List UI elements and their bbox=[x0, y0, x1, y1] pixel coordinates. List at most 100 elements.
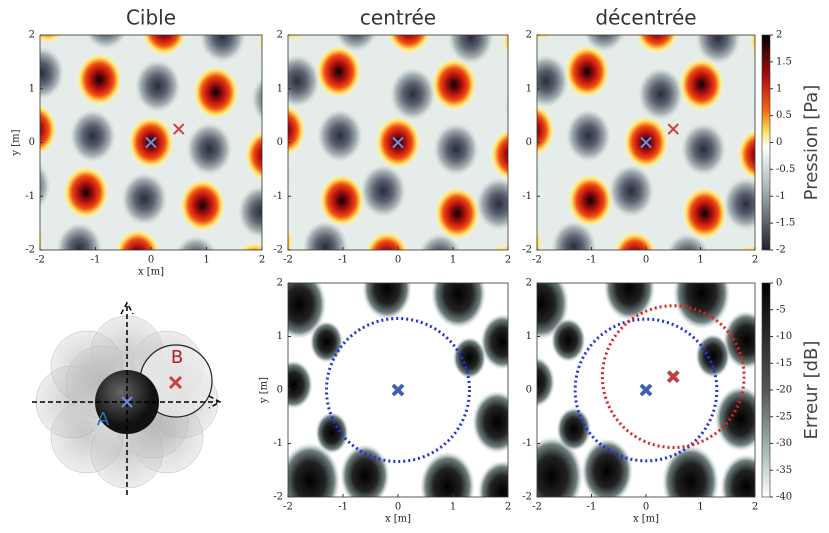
pressure-min bbox=[433, 122, 479, 176]
colorbar-tick-label: 0.5 bbox=[776, 110, 792, 121]
x-tick-label: 0 bbox=[395, 502, 401, 513]
y-tick-label: 0 bbox=[526, 137, 532, 148]
x-tick-label: 0 bbox=[148, 255, 154, 266]
x-tick-label: 2 bbox=[505, 502, 511, 513]
pressure-min bbox=[551, 220, 597, 274]
colorbar-tick-label: -30 bbox=[776, 438, 792, 449]
pressure-max bbox=[679, 58, 725, 112]
pressure-min bbox=[638, 67, 684, 121]
pressure-max bbox=[260, 103, 306, 157]
error-region bbox=[515, 357, 555, 408]
pressure-min bbox=[218, 0, 264, 40]
x-tick-label: 0 bbox=[395, 255, 401, 266]
colorbar-tick-label: 0 bbox=[776, 278, 782, 289]
error-region bbox=[715, 386, 767, 452]
colorbar-tick-label: -25 bbox=[776, 411, 792, 422]
pressure-min bbox=[18, 46, 65, 100]
panel-title: centrée bbox=[360, 6, 436, 30]
pressure-max bbox=[434, 186, 480, 240]
y-axis-label: y [m] bbox=[11, 129, 22, 156]
pressure-max bbox=[206, 0, 253, 7]
x-tick-label: 2 bbox=[752, 255, 758, 266]
y-axis-label: y [m] bbox=[259, 377, 270, 404]
colorbar-tick-label: -40 bbox=[776, 492, 792, 503]
panel-title: décentrée bbox=[595, 6, 696, 30]
y-tick-label: 2 bbox=[277, 30, 283, 41]
pressure-min bbox=[186, 122, 233, 176]
error-region bbox=[362, 257, 412, 320]
pressure-min bbox=[665, 233, 711, 287]
pressure-min bbox=[608, 164, 654, 218]
pressure-max bbox=[796, 199, 829, 253]
pressure-max bbox=[344, 0, 390, 1]
colorbar-tick-label: -1 bbox=[776, 191, 786, 202]
pressure-max bbox=[822, 0, 829, 27]
pressure-min bbox=[468, 0, 514, 40]
pressure-max bbox=[364, 231, 410, 285]
x-tick-label: 2 bbox=[505, 255, 511, 266]
pressure-min bbox=[274, 54, 320, 108]
x-tick-label: -1 bbox=[587, 255, 597, 266]
colorbar-tick-label: 2 bbox=[776, 30, 782, 41]
pressure-min bbox=[809, 23, 829, 77]
colorbar-label: Pression [Pa] bbox=[801, 85, 822, 201]
pressure-min bbox=[448, 11, 494, 65]
x-tick-label: -2 bbox=[283, 255, 293, 266]
pressure-max bbox=[76, 53, 123, 107]
colorbar-tick-label: 1.5 bbox=[776, 56, 792, 67]
pressure-max bbox=[316, 45, 362, 99]
error-region bbox=[551, 318, 585, 362]
y-tick-label: 0 bbox=[29, 137, 35, 148]
x-tick-label: 0 bbox=[643, 502, 649, 513]
colorbar bbox=[762, 35, 770, 250]
pressure-min bbox=[417, 233, 463, 287]
error-region bbox=[310, 321, 343, 363]
colorbar-tick-label: -1.5 bbox=[776, 218, 795, 229]
pressure-min bbox=[0, 0, 13, 37]
pressure-max bbox=[218, 354, 265, 408]
x-tick-label: -2 bbox=[532, 502, 542, 513]
error-region bbox=[481, 314, 525, 370]
x-tick-label: -1 bbox=[587, 502, 597, 513]
y-tick-label: 1 bbox=[526, 331, 532, 342]
pressure-max bbox=[0, 40, 6, 94]
pressure-min bbox=[695, 11, 741, 65]
y-tick-label: -1 bbox=[273, 191, 283, 202]
x-tick-label: 1 bbox=[203, 255, 209, 266]
colorbar-tick-label: 1 bbox=[776, 83, 782, 94]
pressure-max bbox=[244, 129, 291, 183]
pressure-min bbox=[302, 220, 348, 274]
pressure-min bbox=[121, 172, 168, 226]
y-tick-label: -1 bbox=[273, 438, 283, 449]
x-tick-label: 0 bbox=[643, 255, 649, 266]
colorbar-tick-label: 0 bbox=[776, 137, 782, 148]
x-tick-label: -2 bbox=[35, 255, 45, 266]
y-tick-label: 1 bbox=[29, 83, 35, 94]
y-tick-label: 1 bbox=[277, 331, 283, 342]
panel-title: Cible bbox=[126, 6, 176, 30]
pressure-max bbox=[593, 0, 639, 1]
pressure-max bbox=[319, 174, 365, 228]
colorbar-label: Erreur [dB] bbox=[801, 341, 822, 440]
y-tick-label: 2 bbox=[526, 30, 532, 41]
y-tick-label: 2 bbox=[526, 278, 532, 289]
y-tick-label: 0 bbox=[277, 137, 283, 148]
pressure-max bbox=[567, 174, 613, 228]
colorbar-tick-label: -5 bbox=[776, 304, 786, 315]
y-tick-label: -2 bbox=[25, 245, 35, 256]
error-region bbox=[431, 259, 486, 329]
pressure-max bbox=[179, 179, 226, 233]
figure: -2-2-1-1001122x [m]y [m]-2-2-1-1001122-2… bbox=[0, 0, 829, 533]
colorbar-tick-label: -2 bbox=[776, 245, 786, 256]
pressure-min bbox=[173, 235, 220, 289]
y-tick-label: 2 bbox=[277, 278, 283, 289]
x-tick-label: 2 bbox=[752, 502, 758, 513]
label-b: B bbox=[171, 347, 183, 368]
y-tick-label: -1 bbox=[25, 191, 35, 202]
pressure-min bbox=[0, 272, 38, 326]
y-tick-label: 2 bbox=[29, 30, 35, 41]
y-tick-label: 0 bbox=[277, 385, 283, 396]
x-tick-label: 1 bbox=[697, 502, 703, 513]
error-region bbox=[453, 337, 486, 379]
pressure-min bbox=[523, 54, 569, 108]
